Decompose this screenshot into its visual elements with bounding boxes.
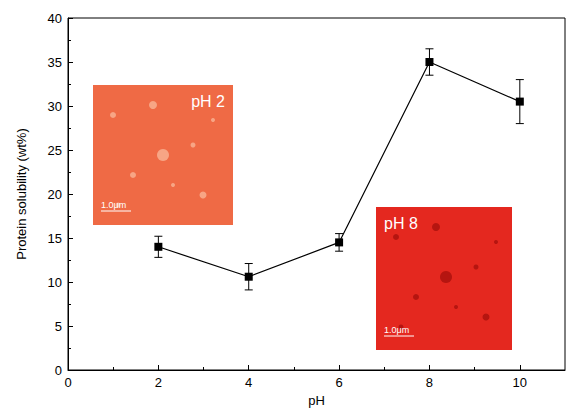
svg-text:Protein solubility (wt%): Protein solubility (wt%) bbox=[14, 128, 29, 260]
svg-text:35: 35 bbox=[48, 55, 62, 70]
svg-text:pH 8: pH 8 bbox=[384, 215, 418, 232]
svg-text:10: 10 bbox=[48, 275, 62, 290]
svg-text:1.0μm: 1.0μm bbox=[101, 200, 126, 210]
svg-text:15: 15 bbox=[48, 231, 62, 246]
svg-text:0: 0 bbox=[64, 375, 71, 390]
svg-text:40: 40 bbox=[48, 11, 62, 26]
svg-text:30: 30 bbox=[48, 99, 62, 114]
svg-text:2: 2 bbox=[155, 375, 162, 390]
svg-text:pH 2: pH 2 bbox=[191, 93, 225, 110]
svg-text:0: 0 bbox=[55, 363, 62, 378]
svg-text:1.0μm: 1.0μm bbox=[384, 325, 409, 335]
svg-text:5: 5 bbox=[55, 319, 62, 334]
svg-text:20: 20 bbox=[48, 187, 62, 202]
svg-text:8: 8 bbox=[426, 375, 433, 390]
svg-text:10: 10 bbox=[513, 375, 527, 390]
svg-text:4: 4 bbox=[245, 375, 252, 390]
svg-text:25: 25 bbox=[48, 143, 62, 158]
svg-text:pH: pH bbox=[308, 393, 325, 408]
svg-text:6: 6 bbox=[335, 375, 342, 390]
